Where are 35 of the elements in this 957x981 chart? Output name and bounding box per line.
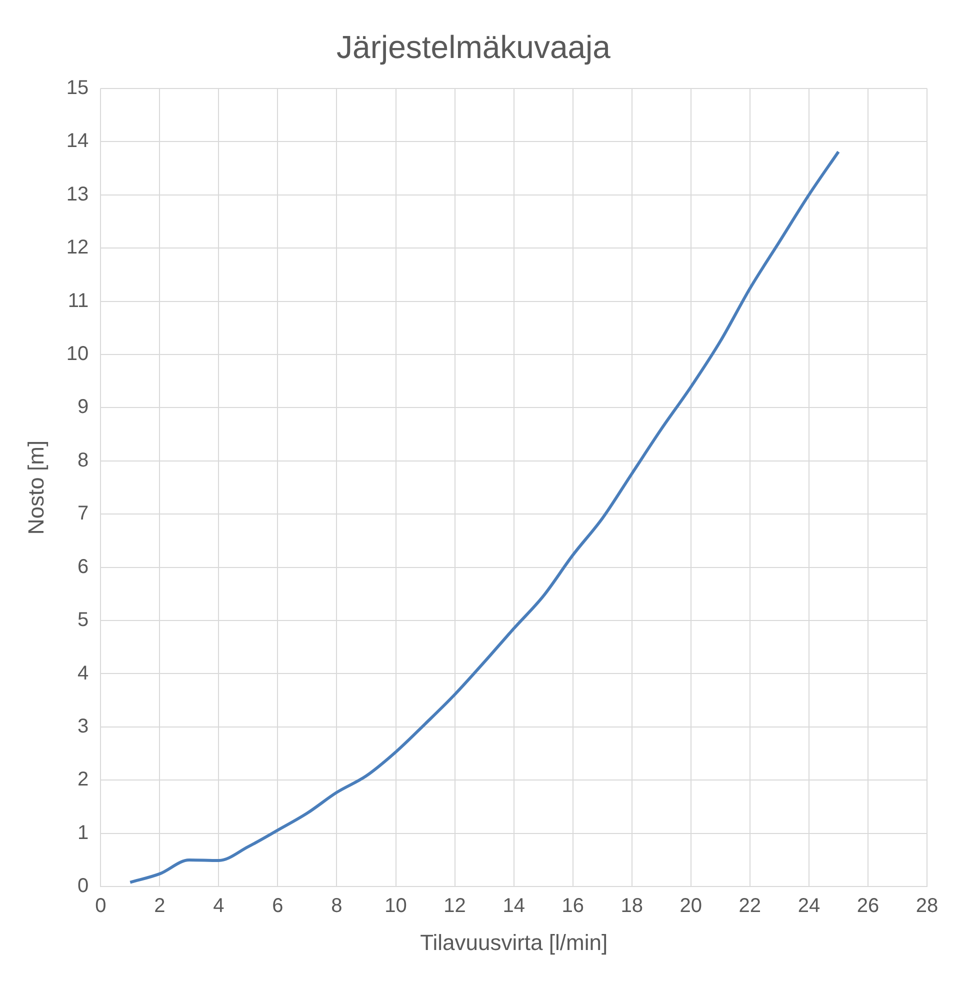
y-tick-label: 6 <box>78 556 89 578</box>
y-tick-label: 7 <box>78 502 89 525</box>
x-tick-label: 2 <box>154 895 166 918</box>
x-tick-label: 12 <box>444 895 466 918</box>
y-tick-label: 14 <box>66 130 89 152</box>
y-tick-label: 12 <box>66 236 89 259</box>
x-tick-label: 14 <box>502 895 525 918</box>
y-tick-label: 3 <box>78 715 89 738</box>
y-tick-label: 9 <box>78 396 89 418</box>
x-tick-label: 18 <box>620 895 643 918</box>
chart-title: Järjestelmäkuvaaja <box>336 29 611 66</box>
y-tick-label: 11 <box>68 290 89 312</box>
x-axis-title: Tilavuusvirta [l/min] <box>420 930 608 955</box>
x-tick-label: 10 <box>384 895 407 918</box>
y-axis-title: Nosto [m] <box>23 440 48 535</box>
y-tick-label: 15 <box>66 76 89 99</box>
y-tick-label: 2 <box>78 768 89 791</box>
line-series <box>128 150 840 884</box>
y-tick-label: 10 <box>66 342 89 365</box>
x-tick-label: 26 <box>856 895 880 918</box>
y-tick-label: 5 <box>78 609 89 632</box>
y-tick-label: 13 <box>66 183 89 206</box>
x-tick-label: 20 <box>680 895 702 918</box>
x-tick-label: 16 <box>562 895 584 918</box>
y-tick-label: 1 <box>78 822 89 844</box>
x-tick-label: 24 <box>798 895 820 918</box>
y-tick-label: 4 <box>78 662 89 684</box>
x-tick-label: 4 <box>213 895 224 918</box>
x-tick-label: 22 <box>738 895 762 918</box>
x-tick-label: 8 <box>331 895 342 918</box>
y-tick-label: 0 <box>78 875 89 898</box>
y-tick-label: 8 <box>78 449 89 472</box>
x-tick-label: 28 <box>916 895 938 918</box>
x-tick-label: 0 <box>95 895 106 918</box>
x-tick-label: 6 <box>272 895 284 918</box>
